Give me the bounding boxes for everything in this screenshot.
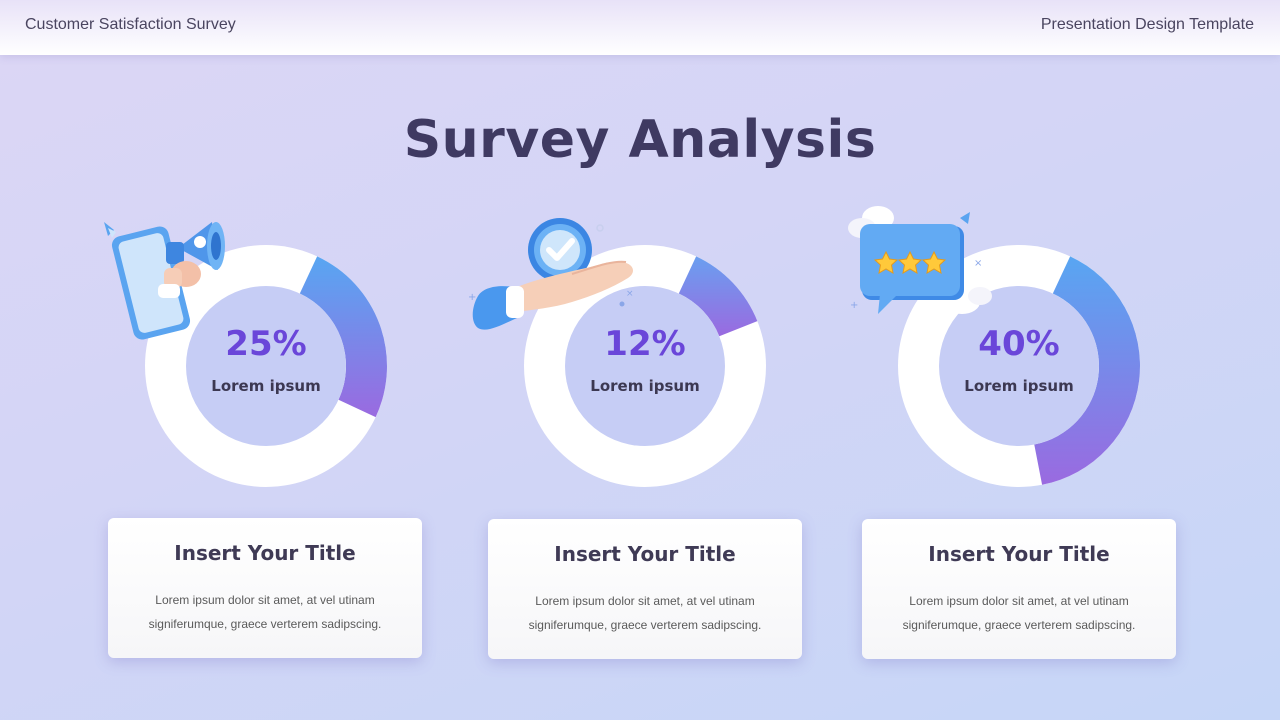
card-1-title: Insert Your Title bbox=[174, 541, 356, 565]
card-1-line-2: signiferumque, graece verterem sadipscin… bbox=[148, 617, 382, 631]
chart-2-sublabel: Lorem ipsum bbox=[590, 377, 700, 395]
card-3-line-1: Lorem ipsum dolor sit amet, at vel utina… bbox=[909, 594, 1129, 608]
rating-stars-bubble-icon: × + bbox=[848, 206, 992, 314]
chart-1-sublabel: Lorem ipsum bbox=[211, 377, 321, 395]
hand-checkmark-icon: + × bbox=[468, 218, 634, 330]
card-2-title: Insert Your Title bbox=[554, 542, 736, 566]
card-3-line-2: signiferumque, graece verterem sadipscin… bbox=[902, 618, 1136, 632]
donut-hole bbox=[565, 286, 725, 446]
info-card-2: Insert Your Title Lorem ipsum dolor sit … bbox=[488, 519, 802, 659]
card-3-body: Lorem ipsum dolor sit amet, at vel utina… bbox=[882, 589, 1156, 637]
donut-segment-3 bbox=[1034, 256, 1140, 485]
page-title: Survey Analysis bbox=[403, 110, 877, 170]
card-1-body: Lorem ipsum dolor sit amet, at vel utina… bbox=[128, 588, 402, 636]
donut-chart-1: 25% Lorem ipsum bbox=[132, 232, 400, 500]
donut-svg-1 bbox=[145, 245, 387, 487]
donut-svg-3 bbox=[898, 245, 1140, 487]
donut-hole bbox=[939, 286, 1099, 446]
chart-2-percent: 12% bbox=[604, 324, 686, 364]
svg-text:×: × bbox=[974, 258, 982, 269]
card-3-title: Insert Your Title bbox=[928, 542, 1110, 566]
svg-text:×: × bbox=[626, 289, 634, 299]
header-left-text: Customer Satisfaction Survey bbox=[25, 16, 236, 33]
donut-chart-3: 40% Lorem ipsum bbox=[885, 232, 1153, 500]
card-1-line-1: Lorem ipsum dolor sit amet, at vel utina… bbox=[155, 593, 375, 607]
info-card-1: Insert Your Title Lorem ipsum dolor sit … bbox=[108, 518, 422, 658]
card-2-body: Lorem ipsum dolor sit amet, at vel utina… bbox=[508, 589, 782, 637]
info-card-3: Insert Your Title Lorem ipsum dolor sit … bbox=[862, 519, 1176, 659]
svg-text:+: + bbox=[850, 300, 858, 311]
chart-3-sublabel: Lorem ipsum bbox=[964, 377, 1074, 395]
megaphone-phone-icon bbox=[104, 222, 225, 340]
svg-text:+: + bbox=[468, 292, 476, 303]
donut-chart-2: 12% Lorem ipsum bbox=[511, 232, 779, 500]
header-right-text: Presentation Design Template bbox=[1040, 16, 1254, 33]
donut-hole bbox=[186, 286, 346, 446]
chart-3-percent: 40% bbox=[978, 324, 1060, 364]
card-2-line-2: signiferumque, graece verterem sadipscin… bbox=[528, 618, 762, 632]
chart-1-percent: 25% bbox=[225, 324, 307, 364]
donut-segment-1 bbox=[299, 256, 387, 418]
card-2-line-1: Lorem ipsum dolor sit amet, at vel utina… bbox=[535, 594, 755, 608]
donut-svg-2 bbox=[524, 245, 766, 487]
donut-segment-2 bbox=[678, 256, 758, 337]
header-bar: Customer Satisfaction Survey Presentatio… bbox=[0, 0, 1280, 55]
